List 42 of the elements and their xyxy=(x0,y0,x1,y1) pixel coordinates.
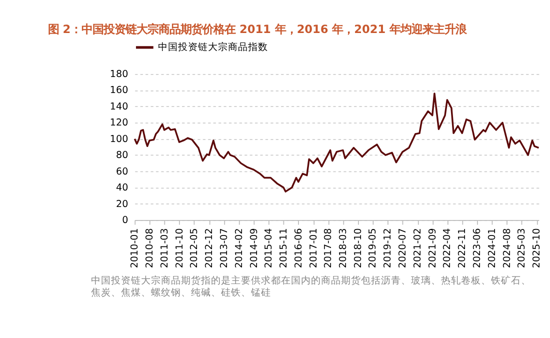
line-series xyxy=(134,92,540,192)
x-tick-label: 2022-04 xyxy=(442,228,454,268)
x-tick-label: 2011-03 xyxy=(159,228,170,268)
chart-title: 图 2：中国投资链大宗商品期货价格在 2011 年，2016 年，2021 年均迎来主升浪 xyxy=(48,23,468,36)
x-tick-label: 2014-02 xyxy=(234,228,245,268)
legend-label: 中国投资链大宗商品指数 xyxy=(158,41,268,54)
x-tick-label: 2011-10 xyxy=(174,228,186,268)
y-tick-label: 120 xyxy=(110,118,128,129)
x-tick-label: 2019-12 xyxy=(382,228,394,268)
x-tick-label: 2017-08 xyxy=(323,228,334,268)
x-tick-label: 2020-07 xyxy=(398,228,409,268)
x-tick-label: 2022-11 xyxy=(457,228,468,268)
x-tick-label: 2013-07 xyxy=(218,228,230,268)
x-tick-label: 2023-06 xyxy=(472,228,483,268)
y-tick-label: 60 xyxy=(116,166,128,178)
x-tick-label: 2024-08 xyxy=(502,228,513,268)
x-tick-label: 2019-05 xyxy=(368,228,379,268)
x-tick-label: 2017-01 xyxy=(308,228,320,268)
x-tick-label: 2025-10 xyxy=(532,228,543,268)
y-tick-label: 140 xyxy=(110,101,128,112)
y-tick-label: 80 xyxy=(116,150,128,162)
x-tick-label: 2014-09 xyxy=(248,228,260,268)
x-tick-label: 2025-03 xyxy=(516,228,528,268)
x-tick-label: 2021-09 xyxy=(427,228,438,268)
x-tick-label: 2018-10 xyxy=(352,228,364,268)
x-tick-label: 2012-12 xyxy=(204,228,216,268)
x-tick-label: 2010-01 xyxy=(130,228,141,268)
y-tick-label: 40 xyxy=(116,182,128,194)
y-tick-label: 100 xyxy=(110,134,128,145)
x-tick-label: 2012-05 xyxy=(189,228,200,268)
y-tick-label: 20 xyxy=(116,198,128,210)
x-tick-label: 2016-06 xyxy=(293,228,304,268)
y-tick-label: 180 xyxy=(110,69,128,80)
y-tick-label: 160 xyxy=(110,85,128,96)
x-tick-label: 2015-04 xyxy=(264,228,275,268)
y-tick-label: 0 xyxy=(122,214,128,226)
x-tick-label: 2024-01 xyxy=(486,228,498,268)
x-tick-label: 2010-08 xyxy=(144,228,156,268)
x-tick-label: 2021-02 xyxy=(412,228,424,268)
x-tick-label: 2015-11 xyxy=(278,228,290,268)
text: 中国投资链大宗商品期货指的是主要供求都在国内的商品期货包括沥青、玻璃、热轧卷板、铁矿石、焦炭、焦煤、螺纹钢、纯碱、硅铁、锰硅 xyxy=(91,274,532,299)
x-tick-label: 2018-03 xyxy=(338,228,349,268)
